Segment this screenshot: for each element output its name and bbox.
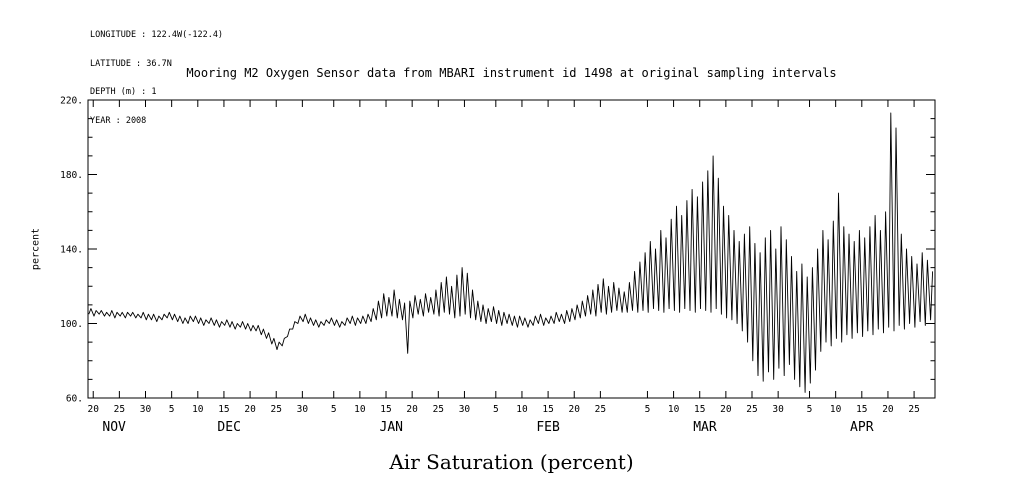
x-tick-label: 15	[542, 404, 553, 415]
x-tick-label: 5	[493, 404, 499, 415]
x-month-label: FEB	[536, 420, 560, 435]
x-tick-label: 5	[331, 404, 337, 415]
x-tick-label: 25	[908, 404, 919, 415]
x-tick-label: 25	[746, 404, 757, 415]
x-tick-label: 15	[218, 404, 229, 415]
x-tick-label: 30	[459, 404, 471, 415]
x-tick-label: 30	[772, 404, 784, 415]
x-tick-label: 15	[856, 404, 867, 415]
x-tick-label: 10	[668, 404, 680, 415]
y-axis-label: percent	[30, 227, 42, 271]
metadata-depth: DEPTH (m) : 1	[90, 87, 157, 97]
y-tick-label: 180.	[60, 170, 83, 181]
x-tick-label: 20	[569, 404, 581, 415]
chart-title: Mooring M2 Oxygen Sensor data from MBARI…	[186, 66, 837, 80]
metadata-latitude: LATITUDE : 36.7N	[90, 58, 172, 69]
x-tick-label: 25	[595, 404, 606, 415]
x-tick-label: 5	[807, 404, 813, 415]
x-axis-caption: Air Saturation (percent)	[389, 450, 634, 474]
x-tick-label: 20	[88, 404, 100, 415]
metadata-year: YEAR : 2008	[90, 115, 147, 126]
x-tick-label: 10	[192, 404, 204, 415]
x-tick-label: 15	[694, 404, 705, 415]
metadata-longitude: LONGITUDE : 122.4W(-122.4)	[90, 30, 224, 40]
x-tick-label: 25	[114, 404, 125, 415]
data-line	[88, 112, 934, 393]
y-tick-label: 60.	[66, 394, 83, 405]
x-tick-label: 5	[645, 404, 651, 415]
metadata-block: LONGITUDE : 122.4W(-122.4) LATITUDE : 36…	[90, 12, 223, 145]
x-tick-label: 25	[433, 404, 444, 415]
x-month-label: DEC	[217, 420, 240, 435]
x-month-label: MAR	[693, 420, 717, 435]
x-tick-label: 25	[270, 404, 281, 415]
x-month-label: JAN	[380, 420, 403, 435]
x-tick-label: 10	[354, 404, 366, 415]
x-tick-label: 20	[406, 404, 418, 415]
x-tick-label: 30	[297, 404, 309, 415]
x-tick-label: 30	[140, 404, 152, 415]
x-tick-label: 20	[720, 404, 732, 415]
x-tick-label: 10	[830, 404, 842, 415]
x-tick-label: 20	[882, 404, 894, 415]
x-month-label: APR	[850, 420, 874, 435]
x-tick-label: 5	[169, 404, 175, 415]
y-tick-label: 100.	[60, 319, 83, 330]
y-tick-label: 220.	[60, 96, 83, 107]
x-tick-label: 20	[244, 404, 256, 415]
y-tick-label: 140.	[60, 245, 83, 256]
x-tick-label: 10	[516, 404, 528, 415]
x-tick-label: 15	[380, 404, 391, 415]
x-month-label: NOV	[102, 420, 126, 435]
